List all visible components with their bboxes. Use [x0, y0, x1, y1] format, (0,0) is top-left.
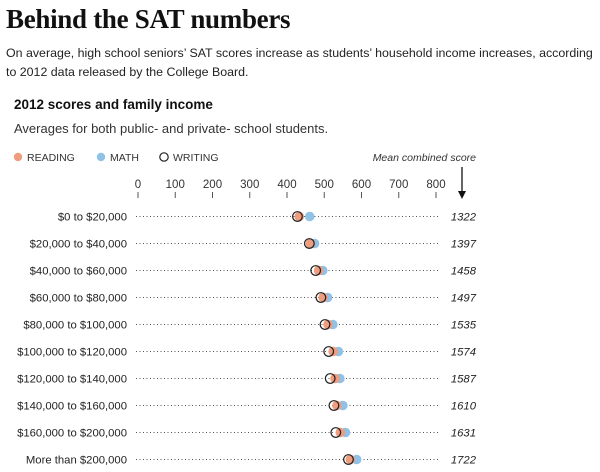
- legend-math-label: MATH: [110, 152, 139, 164]
- page-description: On average, high school seniors’ SAT sco…: [6, 46, 593, 79]
- writing-point: [292, 211, 303, 222]
- combined-score-label: 1458: [451, 266, 477, 278]
- down-arrow-icon: [458, 167, 466, 199]
- combined-score-label: 1397: [451, 239, 477, 251]
- combined-score-label: 1322: [451, 212, 477, 224]
- chart-row: $80,000 to $100,000 1535: [23, 319, 477, 332]
- writing-point: [330, 427, 342, 438]
- chart-row: More than $200,000 1722: [26, 454, 477, 467]
- writing-point: [319, 319, 331, 330]
- chart-row: $100,000 to $120,000 1574: [17, 346, 476, 359]
- legend-reading-label: READING: [27, 152, 75, 164]
- reading-point: [318, 292, 328, 303]
- category-label: $140,000 to $160,000: [17, 401, 127, 413]
- legend-writing-label: WRITING: [173, 152, 219, 164]
- writing-point: [328, 400, 340, 411]
- combined-score-label: 1574: [451, 347, 476, 359]
- chart-row: $140,000 to $160,000 1610: [17, 400, 477, 413]
- reading-point: [313, 265, 324, 276]
- writing-point: [324, 373, 336, 384]
- chart-row: $40,000 to $60,000 1458: [30, 265, 477, 278]
- legend-writing-marker: [159, 152, 169, 162]
- category-label: $40,000 to $60,000: [30, 266, 127, 278]
- x-tick-label: 600: [352, 179, 371, 191]
- mean-combined-score-header: Mean combined score: [373, 152, 476, 164]
- legend-reading-marker: [13, 152, 23, 162]
- combined-score-label: 1722: [451, 455, 477, 467]
- chart-row: $160,000 to $200,000 1631: [17, 427, 476, 440]
- x-tick-label: 300: [240, 179, 259, 191]
- writing-point: [315, 292, 327, 303]
- x-tick-label: 100: [166, 179, 185, 191]
- writing-point: [323, 346, 335, 357]
- x-tick-label: 800: [426, 179, 445, 191]
- reading-point: [332, 400, 342, 411]
- category-label: $160,000 to $200,000: [17, 428, 127, 440]
- writing-point: [343, 454, 354, 465]
- category-label: $0 to $20,000: [58, 212, 127, 224]
- category-label: $120,000 to $140,000: [17, 374, 127, 386]
- combined-score-label: 1535: [451, 320, 477, 332]
- chart-title: 2012 scores and family income: [14, 97, 213, 112]
- category-label: $100,000 to $120,000: [17, 347, 127, 359]
- chart-subtitle: Averages for both public- and private- s…: [14, 121, 329, 136]
- category-label: $20,000 to $40,000: [30, 239, 127, 251]
- chart-row: $60,000 to $80,000 1497: [30, 292, 477, 305]
- chart-row: $0 to $20,000 1322: [58, 211, 477, 224]
- x-tick-label: 0: [135, 179, 141, 191]
- math-point: [304, 211, 315, 222]
- x-tick-label: 400: [277, 179, 296, 191]
- x-tick-label: 200: [203, 179, 222, 191]
- chart-row: $120,000 to $140,000 1587: [17, 373, 477, 386]
- x-tick-label: 500: [315, 179, 334, 191]
- reading-point: [323, 319, 333, 330]
- writing-point: [310, 265, 322, 276]
- writing-point: [303, 238, 315, 249]
- chart-row: $20,000 to $40,000 1397: [30, 238, 477, 251]
- category-label: $60,000 to $80,000: [30, 293, 127, 305]
- combined-score-label: 1497: [451, 293, 477, 305]
- combined-score-label: 1610: [451, 401, 477, 413]
- page-title: Behind the SAT numbers: [6, 4, 291, 34]
- legend: READING MATH WRITING: [13, 152, 219, 164]
- x-tick-label: 700: [389, 179, 408, 191]
- x-axis: 0 100 200 300 400 500 600 700 800: [135, 179, 446, 198]
- legend-math-marker: [96, 152, 106, 162]
- category-label: $80,000 to $100,000: [23, 320, 127, 332]
- category-label: More than $200,000: [26, 455, 127, 467]
- combined-score-label: 1587: [451, 374, 477, 386]
- chart-rows: $0 to $20,000 1322$20,000 to $40,000 1397$…: [17, 211, 477, 467]
- combined-score-label: 1631: [451, 428, 476, 440]
